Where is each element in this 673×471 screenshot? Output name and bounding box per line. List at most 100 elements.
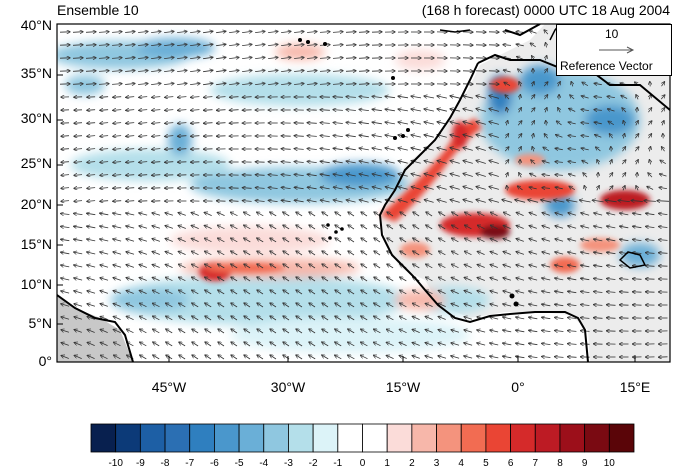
wind-vector: [505, 160, 508, 165]
wind-vector: [359, 122, 369, 123]
anomaly-shading: [57, 38, 660, 353]
wind-vector: [582, 161, 589, 164]
wind-vector: [519, 82, 521, 87]
wind-vector: [660, 160, 667, 165]
wind-vector: [659, 240, 668, 241]
wind-vector: [125, 84, 135, 85]
wind-vector: [113, 239, 122, 241]
wind-vector: [218, 342, 225, 347]
wind-vector: [165, 162, 174, 163]
map-frame: [56, 23, 671, 363]
wind-vector: [307, 32, 317, 33]
wind-vector: [281, 44, 291, 45]
wind-vector: [61, 265, 70, 267]
wind-vector: [531, 160, 536, 165]
wind-vector: [229, 57, 239, 58]
wind-vector: [348, 316, 355, 321]
map-title: Ensemble 10: [57, 2, 139, 18]
wind-vector: [307, 200, 317, 202]
wind-vector: [622, 173, 625, 178]
wind-vector: [178, 97, 187, 98]
wind-vector: [333, 148, 343, 149]
wind-vector: [413, 290, 420, 295]
wind-vector: [100, 123, 109, 124]
wind-vector: [544, 95, 547, 100]
wind-vector: [281, 31, 291, 32]
wind-vector: [178, 136, 187, 137]
wind-vector: [204, 212, 212, 216]
wind-vector: [489, 161, 499, 164]
wind-vector: [345, 84, 356, 85]
wind-vector: [98, 45, 109, 46]
wind-vector: [372, 96, 382, 97]
wind-vector: [151, 70, 161, 71]
wind-vector: [426, 264, 433, 269]
wind-vector: [166, 290, 173, 295]
wind-vector: [594, 252, 603, 254]
wind-vector: [506, 121, 507, 126]
wind-vector: [361, 329, 368, 334]
wind-vector: [620, 213, 629, 215]
wind-vector: [348, 290, 355, 295]
wind-vector: [335, 225, 342, 230]
wind-vector: [74, 239, 83, 241]
wind-vector: [477, 265, 485, 268]
wind-vector: [491, 212, 498, 217]
wind-vector: [152, 277, 160, 281]
wind-vector: [139, 213, 148, 215]
wind-vector: [581, 265, 590, 267]
wind-vector: [646, 253, 655, 254]
wind-vector: [257, 290, 264, 295]
wind-vector: [231, 251, 238, 256]
wind-vector: [164, 44, 174, 45]
wind-vector: [113, 175, 122, 176]
wind-vector: [451, 304, 459, 307]
wind-vector: [568, 318, 577, 319]
wind-vector: [529, 252, 538, 255]
wind-vector: [138, 84, 148, 85]
wind-vector: [140, 355, 147, 360]
wind-vector: [191, 136, 200, 137]
wind-vector: [644, 201, 656, 202]
wind-vector: [372, 161, 382, 163]
wind-vector: [153, 355, 160, 360]
wind-vector: [72, 71, 83, 72]
wind-vector: [517, 121, 522, 126]
wind-vector: [294, 162, 304, 163]
wind-vector: [530, 31, 537, 33]
wind-vector: [231, 316, 238, 321]
wind-vector: [153, 303, 160, 308]
wind-vector: [452, 212, 459, 217]
wind-vector: [529, 278, 538, 280]
wind-vector: [229, 70, 239, 71]
wind-vector: [270, 225, 277, 230]
wind-vector: [516, 330, 525, 332]
wind-vector: [425, 316, 433, 320]
wind-vector: [309, 251, 316, 256]
wind-vector: [244, 355, 251, 360]
wind-vector: [426, 212, 433, 217]
wind-vector: [229, 31, 239, 32]
wind-vector: [555, 331, 564, 332]
wind-vector: [268, 31, 278, 32]
wind-vector: [152, 265, 160, 268]
wind-vector: [165, 264, 173, 268]
wind-vector: [126, 97, 135, 98]
colorbar-box: [90, 423, 117, 453]
wind-vector: [348, 212, 355, 217]
wind-vector: [437, 200, 447, 203]
wind-vector: [205, 329, 212, 334]
wind-vector: [85, 84, 96, 85]
wind-vector: [359, 97, 369, 98]
wind-vector: [281, 187, 291, 188]
wind-vector: [529, 239, 538, 242]
wind-vector: [296, 225, 303, 230]
wind-vector: [646, 213, 655, 214]
wind-vector: [152, 239, 161, 242]
lat-label-35n: 35°N: [20, 65, 52, 81]
wind-vector: [100, 149, 109, 150]
wind-vector: [504, 147, 509, 152]
wind-vector: [570, 95, 575, 100]
wind-vector: [100, 265, 109, 267]
wind-vector: [647, 121, 652, 126]
